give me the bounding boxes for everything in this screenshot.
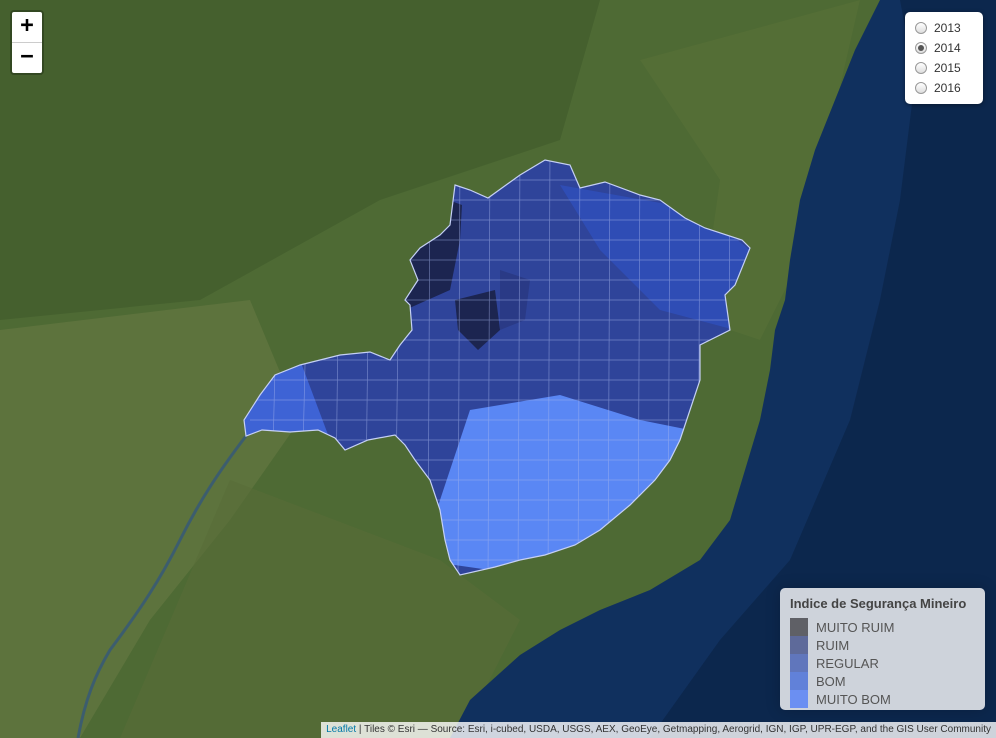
legend-label: MUITO BOM bbox=[816, 691, 891, 707]
attribution: Leaflet | Tiles © Esri — Source: Esri, i… bbox=[321, 722, 996, 738]
layer-option-2013[interactable]: 2013 bbox=[915, 18, 975, 38]
radio-2016[interactable] bbox=[915, 82, 927, 94]
land-texture-highland bbox=[0, 0, 600, 320]
layer-option-2014[interactable]: 2014 bbox=[915, 38, 975, 58]
state-outline bbox=[243, 159, 751, 576]
layer-label-2014: 2014 bbox=[934, 41, 961, 55]
land-texture-plains bbox=[0, 300, 300, 738]
zoom-out-button[interactable]: − bbox=[12, 42, 42, 73]
legend-item-muito-bom: MUITO BOM bbox=[790, 690, 975, 708]
layer-option-2016[interactable]: 2016 bbox=[915, 78, 975, 98]
radio-2014[interactable] bbox=[915, 42, 927, 54]
layer-label-2016: 2016 bbox=[934, 81, 961, 95]
legend-item-regular: REGULAR bbox=[790, 654, 975, 672]
legend-swatch bbox=[790, 690, 808, 708]
legend-title: Indice de Segurança Mineiro bbox=[790, 596, 967, 611]
layer-option-2015[interactable]: 2015 bbox=[915, 58, 975, 78]
legend-swatch bbox=[790, 636, 808, 654]
ocean-deep bbox=[650, 0, 996, 738]
layers-control: 2013 2014 2015 2016 bbox=[905, 12, 983, 104]
legend-label: BOM bbox=[816, 673, 846, 689]
land-texture-south bbox=[120, 480, 520, 738]
legend-swatch bbox=[790, 618, 808, 636]
river bbox=[76, 435, 248, 738]
legend-swatch bbox=[790, 672, 808, 690]
radio-2015[interactable] bbox=[915, 62, 927, 74]
legend-swatch bbox=[790, 654, 808, 672]
legend-item-muito-ruim: MUITO RUIM bbox=[790, 618, 975, 636]
legend-label: MUITO RUIM bbox=[816, 619, 895, 635]
zoom-control: + − bbox=[10, 10, 44, 75]
radio-2013[interactable] bbox=[915, 22, 927, 34]
legend-item-ruim: RUIM bbox=[790, 636, 975, 654]
legend: Indice de Segurança Mineiro MUITO RUIM R… bbox=[780, 588, 985, 710]
land-texture-east bbox=[640, 0, 860, 340]
legend-label: RUIM bbox=[816, 637, 850, 653]
layer-label-2015: 2015 bbox=[934, 61, 961, 75]
legend-item-bom: BOM bbox=[790, 672, 975, 690]
leaflet-link[interactable]: Leaflet bbox=[326, 724, 357, 735]
attribution-text: | Tiles © Esri — Source: Esri, i-cubed, … bbox=[356, 724, 991, 735]
legend-label: REGULAR bbox=[816, 655, 879, 671]
layer-label-2013: 2013 bbox=[934, 21, 961, 35]
zoom-in-button[interactable]: + bbox=[20, 13, 34, 38]
